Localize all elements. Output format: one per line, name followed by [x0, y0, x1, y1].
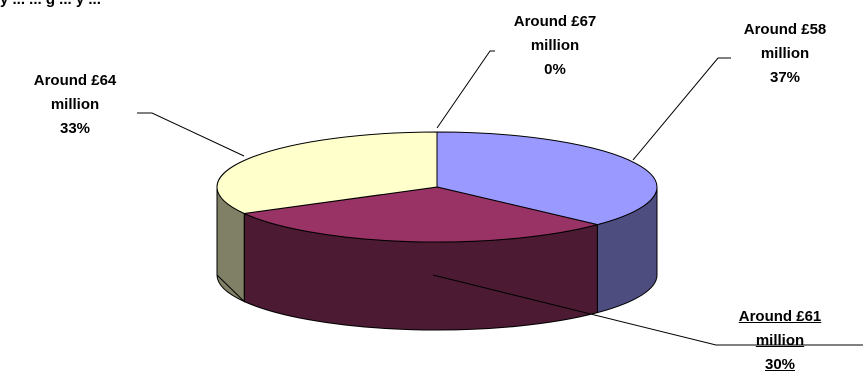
- clipped-header-text: y ... ... g ... y ...: [0, 0, 101, 8]
- slice-label-64m-line3: 33%: [59, 120, 91, 137]
- slice-label-58m-line3: 37%: [769, 69, 801, 86]
- slice-top-0: [436, 131, 658, 226]
- pie-tops: [216, 131, 658, 243]
- slice-label-67m: Around £67 million 0%: [485, 10, 625, 82]
- pie-sides: [216, 185, 658, 331]
- leader-line-2: [137, 112, 245, 157]
- leader-line-3: [436, 50, 495, 129]
- slice-top-1: [242, 186, 598, 243]
- slice-top-2: [216, 131, 438, 215]
- slice-label-58m: Around £58 million 37%: [700, 18, 866, 90]
- slice-label-61m-line3: 30%: [764, 356, 796, 373]
- leader-line-1: [432, 274, 863, 346]
- slice-label-61m-line2: million: [755, 332, 805, 349]
- slice-label-58m-line1: Around £58: [743, 21, 827, 38]
- slice-label-61m-line1: Around £61: [738, 308, 822, 325]
- slice-label-64m-line1: Around £64: [33, 72, 117, 89]
- slice-label-67m-line3: 0%: [544, 61, 566, 78]
- slice-label-67m-line1: Around £67: [513, 13, 597, 30]
- slice-label-64m-line2: million: [50, 96, 100, 113]
- slice-label-67m-line2: million: [530, 37, 580, 54]
- slice-label-64m: Around £64 million 33%: [0, 69, 150, 141]
- leader-lines: [137, 50, 863, 346]
- slice-label-58m-line2: million: [760, 45, 810, 62]
- slice-label-61m: Around £61 million 30%: [710, 305, 850, 377]
- leader-line-0: [632, 57, 731, 161]
